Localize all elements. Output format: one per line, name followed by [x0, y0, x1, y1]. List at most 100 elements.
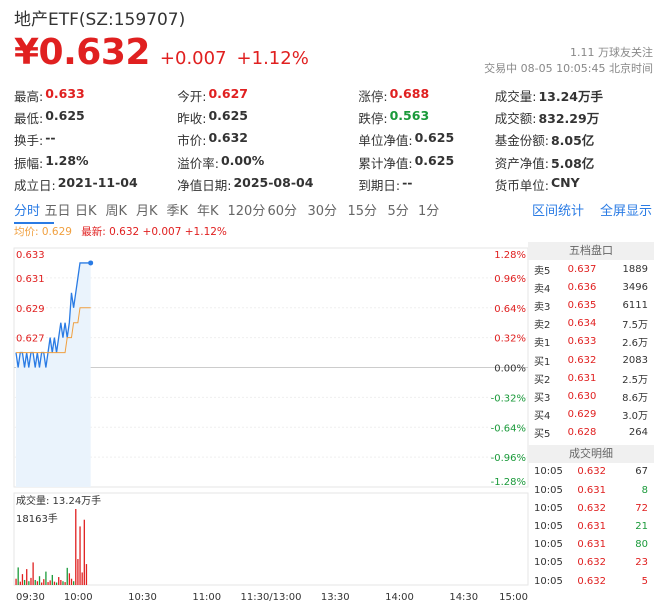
- stat-cell: 成交量: 13.24万手: [495, 86, 654, 105]
- stat-cell: 基金份额: 8.05亿: [495, 130, 654, 149]
- stat-cell: 振幅: 1.28%: [14, 153, 177, 172]
- stat-value: 0.632: [208, 130, 248, 146]
- tab-link-1[interactable]: 全屏显示: [599, 203, 652, 219]
- order-book-row: 卖2 0.634 7.5万: [528, 315, 654, 333]
- tab-11[interactable]: 5分: [387, 203, 409, 219]
- tab-12[interactable]: 1分: [418, 203, 440, 219]
- order-qty: 2083: [622, 354, 648, 366]
- tab-9[interactable]: 30分: [307, 203, 338, 219]
- order-qty: 8.6万: [622, 392, 648, 404]
- volume-bar: [66, 567, 68, 585]
- tab-10[interactable]: 15分: [347, 203, 378, 219]
- deal-row: 10:05 0.632 72: [528, 499, 654, 517]
- volume-bar: [38, 576, 41, 585]
- order-price: 0.630: [567, 390, 597, 402]
- tab-1[interactable]: 五日: [44, 203, 71, 219]
- tab-7[interactable]: 120分: [227, 203, 266, 219]
- intraday-chart[interactable]: 0.633 1.28% 0.631 0.96% 0.629 0.64% 0.627 0.32%…: [0, 238, 530, 615]
- volume-bar: [19, 581, 21, 585]
- tab-6[interactable]: 年K: [197, 203, 219, 219]
- stat-cell: 资产净值: 5.08亿: [495, 153, 654, 172]
- tab-8[interactable]: 60分: [267, 203, 298, 219]
- stat-value: 0.633: [45, 85, 85, 101]
- volume-bar: [47, 582, 49, 585]
- stat-cell: 净值日期: 2025-08-04: [177, 175, 358, 194]
- deal-qty: 23: [635, 557, 648, 569]
- stat-value: 832.29万: [538, 110, 600, 126]
- volume-bar: [62, 581, 64, 585]
- stat-value: 8.05亿: [550, 133, 595, 149]
- stat-label: 单位净值:: [358, 133, 413, 149]
- volume-bar: [81, 572, 83, 585]
- stat-cell: 市价: 0.632: [177, 130, 358, 149]
- stat-label: 涨停:: [358, 88, 388, 104]
- deal-qty: 21: [635, 521, 648, 533]
- deal-list: 10:05 0.632 67 10:05 0.631 8 10:05 0.632 72 10:05…: [528, 463, 654, 590]
- order-level: 卖3: [534, 301, 551, 313]
- stat-cell: 货币单位: CNY: [495, 175, 654, 194]
- stat-label: 到期日:: [358, 177, 401, 193]
- volume-bar: [51, 574, 53, 585]
- last-price-dot: [88, 260, 94, 266]
- price-tick: 0.627: [16, 334, 45, 345]
- deal-price: 0.631: [577, 521, 606, 533]
- volume-bar: [36, 581, 39, 585]
- order-price: 0.637: [567, 263, 597, 275]
- volume-bar: [53, 581, 56, 585]
- quote-stats: 最高: 0.633 今开: 0.627 涨停: 0.688 成交量: 13.24万手 最低: 0.…: [14, 84, 654, 195]
- stat-label: 最高:: [14, 88, 44, 104]
- stat-label: 累计净值:: [358, 155, 413, 171]
- pct-tick: -0.64%: [491, 423, 526, 434]
- order-price: 0.628: [567, 427, 597, 439]
- tab-0[interactable]: 分时: [14, 203, 41, 219]
- volume-bar: [34, 579, 36, 585]
- volume-bar: [49, 580, 51, 585]
- volume-bar: [21, 574, 24, 585]
- volume-bar: [15, 578, 17, 585]
- stat-label: 振幅:: [14, 155, 44, 171]
- order-level: 买5: [534, 429, 551, 441]
- order-book-title: 五档盘口: [528, 242, 654, 260]
- order-price: 0.635: [567, 299, 597, 311]
- order-qty: 3.0万: [622, 411, 648, 423]
- deal-time: 10:05: [534, 539, 563, 551]
- stat-cell: 累计净值: 0.625: [358, 153, 494, 172]
- stat-label: 今开:: [177, 88, 207, 104]
- deal-qty: 72: [635, 502, 648, 514]
- stats-row: 成立日: 2021-11-04 净值日期: 2025-08-04 到期日: -- 货币单位:…: [14, 173, 654, 195]
- stat-cell: 今开: 0.627: [177, 86, 358, 105]
- tab-3[interactable]: 周K: [105, 203, 128, 219]
- deal-price: 0.632: [577, 502, 606, 514]
- volume-bar: [45, 571, 47, 585]
- order-price: 0.636: [567, 281, 597, 293]
- pct-tick: -1.28%: [491, 477, 526, 488]
- stat-cell: 最低: 0.625: [14, 108, 177, 127]
- deal-price: 0.632: [577, 575, 606, 587]
- deal-time: 10:05: [534, 557, 563, 569]
- order-book-row: 卖5 0.637 1889: [528, 260, 654, 278]
- stats-row: 最低: 0.625 昨收: 0.625 跌停: 0.563 成交额: 832.29万: [14, 106, 654, 128]
- stat-label: 换手:: [14, 133, 44, 149]
- deal-price: 0.631: [577, 484, 606, 496]
- order-book-row: 买3 0.630 8.6万: [528, 387, 654, 405]
- time-tick: 10:30: [128, 592, 157, 603]
- chart-tab-links: 区间统计 全屏显示: [532, 200, 652, 219]
- order-level: 卖1: [534, 338, 551, 350]
- stat-label: 成交额:: [494, 110, 537, 126]
- tab-2[interactable]: 日K: [75, 203, 97, 219]
- tab-5[interactable]: 季K: [166, 203, 189, 219]
- tab-4[interactable]: 月K: [136, 203, 158, 219]
- order-price: 0.632: [567, 354, 597, 366]
- stat-value: 0.00%: [220, 152, 265, 168]
- order-book-row: 买4 0.629 3.0万: [528, 406, 654, 424]
- stat-label: 净值日期:: [177, 177, 232, 193]
- time-tick: 14:30: [449, 592, 478, 603]
- order-qty: 1889: [622, 263, 648, 275]
- volume-title: 成交量: 13.24万手: [16, 494, 101, 507]
- stat-value: 0.625: [45, 107, 85, 123]
- deal-time: 10:05: [534, 484, 563, 496]
- order-qty: 2.6万: [622, 338, 648, 350]
- stat-value: 2025-08-04: [233, 174, 314, 190]
- time-tick: 11:30/13:00: [240, 592, 301, 603]
- tab-link-0[interactable]: 区间统计: [531, 203, 584, 219]
